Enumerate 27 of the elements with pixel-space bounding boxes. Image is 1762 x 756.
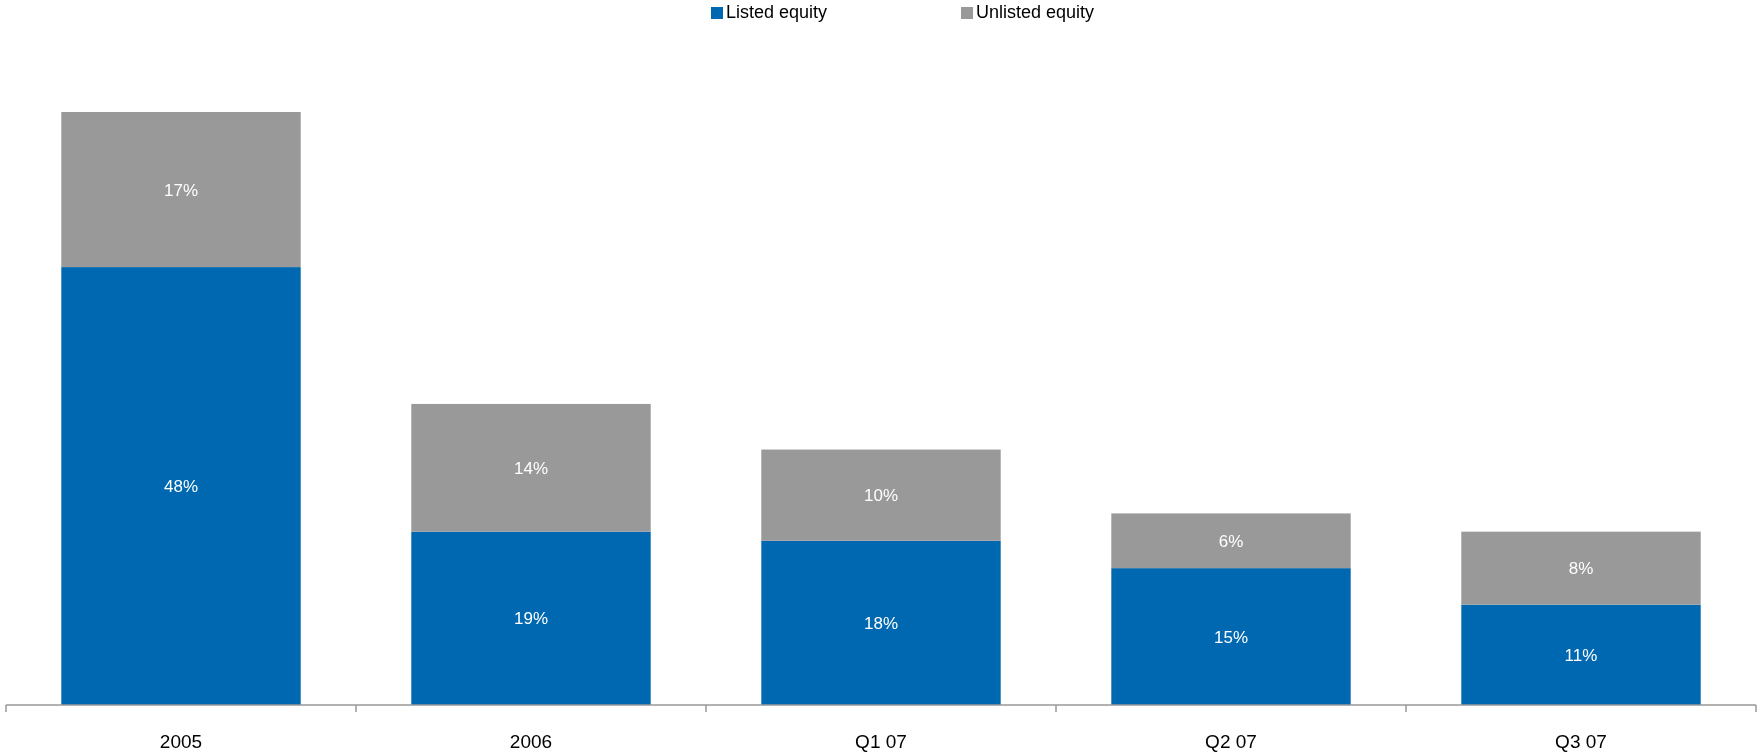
data-label: 14% bbox=[513, 458, 549, 478]
bar bbox=[61, 267, 301, 705]
x-tick-label: Q2 07 bbox=[1205, 731, 1257, 752]
x-tick-label: Q1 07 bbox=[855, 731, 907, 752]
data-label: 48% bbox=[163, 477, 199, 497]
x-tick-label: 2005 bbox=[159, 731, 203, 752]
x-tick-label: 2006 bbox=[509, 731, 553, 752]
x-tick-label: Q3 07 bbox=[1555, 731, 1607, 752]
bar bbox=[1111, 513, 1351, 569]
bar bbox=[1461, 604, 1701, 705]
legend-label: Listed equity bbox=[726, 2, 828, 22]
data-label: 8% bbox=[1568, 559, 1594, 579]
data-label: 18% bbox=[863, 613, 899, 633]
data-label: 6% bbox=[1218, 531, 1244, 551]
data-label: 17% bbox=[163, 180, 199, 200]
data-label: 10% bbox=[863, 486, 899, 506]
bar bbox=[411, 403, 651, 532]
bar bbox=[761, 540, 1001, 705]
bar bbox=[411, 531, 651, 705]
bar bbox=[61, 112, 301, 268]
data-label: 15% bbox=[1213, 627, 1249, 647]
bar bbox=[1461, 531, 1701, 605]
bar bbox=[1111, 568, 1351, 705]
legend-label: Unlisted equity bbox=[976, 2, 1095, 22]
bar bbox=[761, 449, 1001, 541]
data-label: 19% bbox=[513, 609, 549, 629]
data-label: 11% bbox=[1564, 645, 1598, 665]
